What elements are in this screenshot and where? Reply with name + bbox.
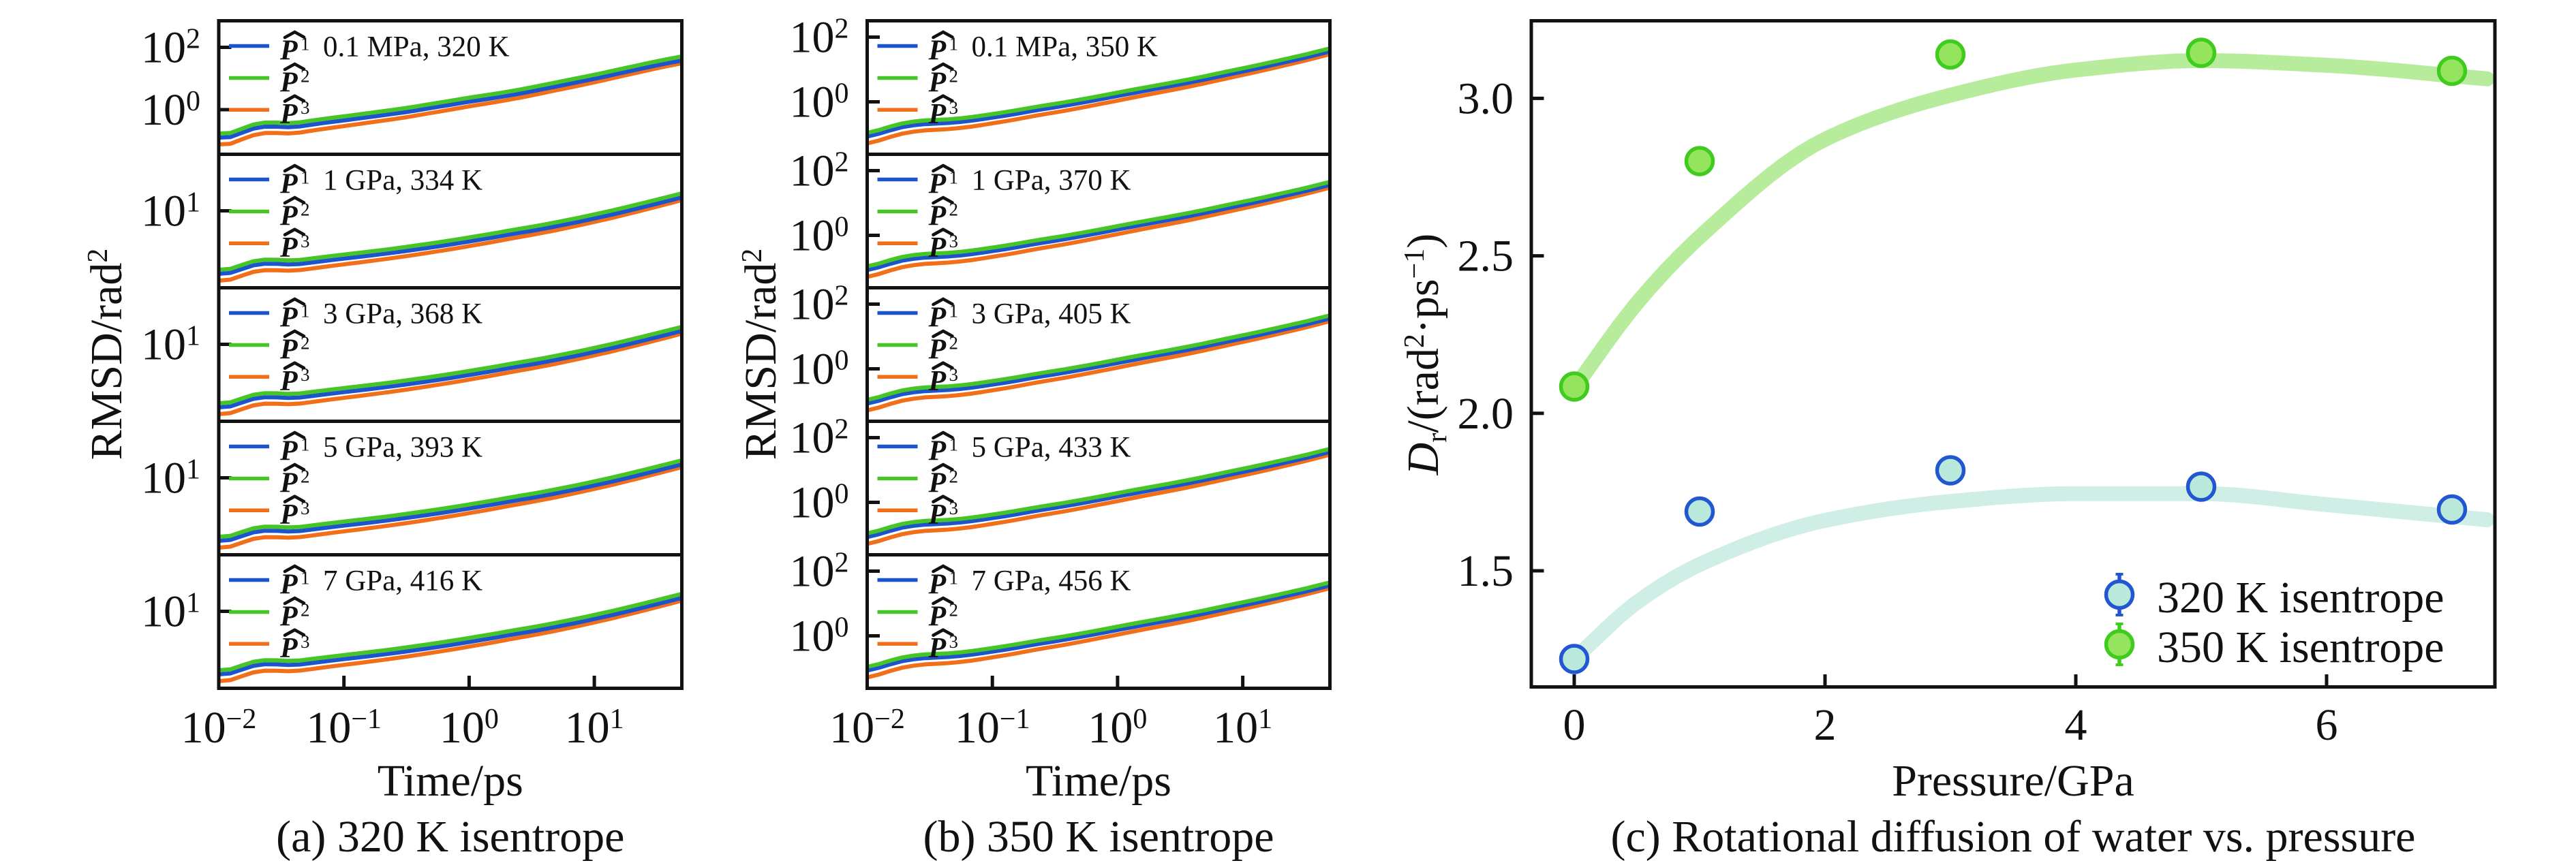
svg-text:101: 101 (1213, 703, 1272, 753)
svg-text:1: 1 (301, 34, 310, 54)
svg-text:3 GPa, 405 K: 3 GPa, 405 K (972, 298, 1131, 330)
svg-text:0: 0 (1563, 700, 1586, 750)
svg-text:1: 1 (301, 301, 310, 321)
svg-text:2: 2 (301, 200, 310, 220)
svg-text:3: 3 (949, 97, 959, 118)
svg-text:P: P (279, 334, 298, 366)
svg-text:P: P (928, 633, 947, 664)
svg-text:350 K isentrope: 350 K isentrope (2157, 623, 2444, 672)
svg-text:P: P (279, 35, 298, 67)
svg-text:P: P (928, 35, 947, 67)
svg-text:3: 3 (949, 498, 959, 518)
svg-text:P: P (928, 67, 947, 99)
svg-text:4: 4 (2065, 700, 2087, 750)
svg-text:P: P (279, 569, 298, 601)
svg-text:2: 2 (1814, 700, 1837, 750)
svg-text:P: P (279, 302, 298, 334)
svg-text:RMSD/rad2: RMSD/rad2 (82, 249, 132, 460)
svg-text:P: P (928, 499, 947, 531)
svg-text:3: 3 (301, 364, 310, 385)
svg-text:RMSD/rad2: RMSD/rad2 (736, 249, 786, 460)
svg-text:3: 3 (301, 631, 310, 652)
svg-text:2: 2 (301, 600, 310, 621)
svg-text:2: 2 (949, 467, 959, 487)
svg-text:1: 1 (301, 168, 310, 188)
svg-text:3.0: 3.0 (1458, 74, 1514, 123)
svg-text:3: 3 (301, 97, 310, 118)
svg-text:P: P (279, 436, 298, 467)
svg-text:0.1 MPa, 320 K: 0.1 MPa, 320 K (323, 31, 510, 63)
svg-text:1 GPa, 370 K: 1 GPa, 370 K (972, 165, 1131, 197)
svg-text:P: P (279, 99, 298, 130)
svg-text:1: 1 (949, 301, 959, 321)
svg-text:2: 2 (949, 600, 959, 621)
svg-text:P: P (928, 569, 947, 601)
svg-text:1: 1 (949, 568, 959, 589)
svg-text:P: P (279, 201, 298, 232)
svg-text:1: 1 (301, 568, 310, 589)
svg-text:2: 2 (301, 333, 310, 354)
svg-text:P: P (279, 499, 298, 531)
svg-text:101: 101 (141, 320, 200, 370)
svg-text:P: P (279, 67, 298, 99)
svg-text:3: 3 (949, 364, 959, 385)
svg-text:100: 100 (790, 211, 849, 261)
svg-text:P: P (279, 633, 298, 664)
svg-text:(b) 350 K isentrope: (b) 350 K isentrope (923, 812, 1274, 862)
svg-text:10−2: 10−2 (829, 703, 905, 753)
svg-text:2.0: 2.0 (1458, 389, 1514, 439)
svg-text:P: P (928, 468, 947, 499)
svg-text:(a) 320 K isentrope: (a) 320 K isentrope (276, 812, 624, 862)
svg-text:3: 3 (301, 498, 310, 518)
svg-text:Time/ps: Time/ps (378, 756, 523, 806)
svg-text:2.5: 2.5 (1458, 232, 1514, 281)
svg-text:2: 2 (949, 66, 959, 87)
svg-text:P: P (279, 366, 298, 397)
svg-text:5 GPa, 393 K: 5 GPa, 393 K (323, 432, 482, 464)
svg-text:2: 2 (301, 467, 310, 487)
svg-text:(c) Rotational diffusion of wa: (c) Rotational diffusion of water vs. pr… (1611, 812, 2416, 862)
svg-text:P: P (928, 201, 947, 232)
svg-text:Pressure/GPa: Pressure/GPa (1892, 756, 2134, 806)
svg-text:7 GPa, 416 K: 7 GPa, 416 K (323, 565, 482, 597)
svg-text:P: P (928, 232, 947, 264)
svg-text:3 GPa, 368 K: 3 GPa, 368 K (323, 298, 482, 330)
svg-text:P: P (928, 99, 947, 130)
svg-text:P: P (928, 334, 947, 366)
svg-text:P: P (279, 169, 298, 200)
svg-text:Time/ps: Time/ps (1026, 756, 1171, 806)
svg-text:3: 3 (949, 231, 959, 251)
svg-text:320 K isentrope: 320 K isentrope (2157, 573, 2444, 623)
svg-text:2: 2 (301, 66, 310, 87)
svg-text:7 GPa, 456 K: 7 GPa, 456 K (972, 565, 1131, 597)
svg-text:1: 1 (949, 34, 959, 54)
svg-text:P: P (928, 436, 947, 467)
svg-text:1: 1 (301, 435, 310, 455)
svg-text:101: 101 (141, 587, 200, 637)
svg-text:0.1 MPa, 350 K: 0.1 MPa, 350 K (972, 31, 1159, 63)
svg-text:P: P (279, 468, 298, 499)
svg-text:3: 3 (301, 231, 310, 251)
svg-text:P: P (928, 366, 947, 397)
svg-text:2: 2 (949, 333, 959, 354)
svg-text:1: 1 (949, 435, 959, 455)
svg-text:P: P (279, 232, 298, 264)
svg-text:P: P (279, 601, 298, 633)
svg-text:2: 2 (949, 200, 959, 220)
svg-text:Dr/(rad2·ps−1): Dr/(rad2·ps−1) (1398, 234, 1453, 476)
svg-text:P: P (928, 169, 947, 200)
svg-text:1: 1 (949, 168, 959, 188)
svg-text:P: P (928, 601, 947, 633)
svg-text:5 GPa, 433 K: 5 GPa, 433 K (972, 432, 1131, 464)
svg-text:3: 3 (949, 631, 959, 652)
svg-text:1 GPa, 334 K: 1 GPa, 334 K (323, 165, 482, 197)
svg-text:6: 6 (2316, 700, 2338, 750)
svg-text:1.5: 1.5 (1458, 546, 1514, 596)
svg-text:P: P (928, 302, 947, 334)
